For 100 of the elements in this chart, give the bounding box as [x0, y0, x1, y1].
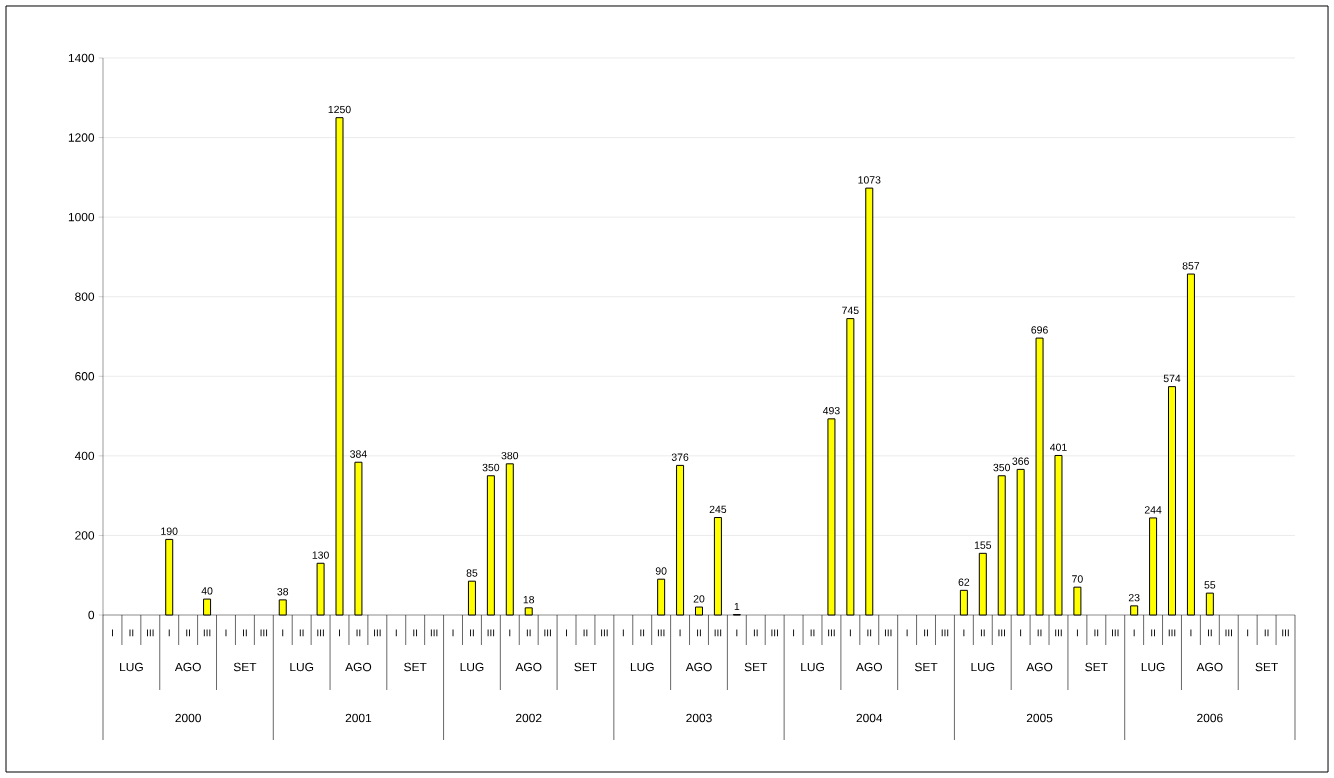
x-tick-label: I [679, 629, 681, 637]
x-tick-label: III [487, 629, 495, 637]
x-tick-label: III [941, 629, 949, 637]
data-label: 350 [993, 463, 1011, 472]
x-tick-label: III [374, 629, 381, 637]
x-tick-label: II [1264, 629, 1269, 637]
data-label: 376 [671, 453, 689, 461]
data-label: 23 [1128, 593, 1140, 602]
data-label: 857 [1182, 262, 1200, 270]
x-tick-label: II [413, 629, 418, 637]
text: LUG [1141, 662, 1165, 672]
data-label: 62 [958, 578, 970, 586]
x-tick-label: III [1168, 629, 1176, 637]
x-tick-label: I [225, 629, 227, 637]
x-tick-label: III [203, 629, 211, 637]
x-tick-label: II [1208, 629, 1212, 637]
text: LUG [630, 662, 654, 672]
x-tick-label: III [601, 629, 608, 637]
text: AGO [1196, 662, 1223, 672]
text: 2000 [175, 713, 201, 723]
text: LUG [120, 662, 143, 672]
y-tick-label: 400 [74, 451, 95, 461]
x-tick-label: I [566, 629, 568, 637]
text: AGO [174, 662, 201, 672]
x-tick-label: I [339, 629, 340, 637]
text: AGO [345, 662, 372, 672]
data-label: 38 [277, 587, 289, 596]
data-label: 190 [161, 527, 178, 535]
x-tick-label: I [736, 629, 738, 637]
x-tick-label: II [526, 629, 531, 637]
text: AGO [1026, 662, 1053, 672]
x-tick-label: I [1076, 629, 1078, 637]
data-label: 366 [1012, 457, 1029, 465]
x-tick-label: I [849, 629, 851, 637]
data-label: 493 [822, 406, 840, 415]
text: LUG [971, 662, 995, 672]
text: 2004 [856, 713, 883, 723]
data-label: 130 [312, 551, 329, 559]
data-label: 350 [482, 463, 500, 472]
data-label: 20 [693, 595, 705, 603]
data-label: 745 [842, 306, 859, 315]
data-label: 384 [350, 450, 367, 458]
x-tick-label: I [112, 629, 113, 637]
data-label: 574 [1163, 374, 1181, 383]
x-tick-label: II [129, 629, 134, 637]
text: 2002 [516, 713, 542, 723]
x-tick-label: I [282, 629, 284, 637]
text: SET [1085, 662, 1108, 672]
data-label: 245 [709, 505, 727, 514]
y-tick-label: 1200 [68, 133, 95, 142]
x-tick-label: II [640, 629, 645, 637]
x-tick-label: III [657, 629, 665, 637]
x-tick-label: I [1247, 629, 1249, 637]
text: SET [914, 662, 938, 672]
text: LUG [290, 662, 314, 672]
data-label: 1073 [858, 176, 881, 184]
text: SET [404, 662, 427, 672]
x-tick-label: II [356, 629, 361, 637]
x-tick-label: III [430, 629, 438, 637]
data-label: 401 [1049, 443, 1067, 451]
x-tick-label: III [884, 629, 892, 637]
x-tick-label: I [1133, 629, 1135, 637]
data-label: 696 [1031, 326, 1048, 334]
y-tick-label: 600 [75, 372, 95, 381]
text: SET [574, 662, 597, 672]
data-label: 18 [523, 595, 535, 604]
data-label: 1 [734, 602, 740, 611]
text: 2001 [345, 713, 372, 723]
x-tick-label: II [243, 629, 247, 637]
text: SET [1255, 662, 1278, 672]
data-label: 70 [1072, 575, 1083, 583]
x-tick-label: II [1094, 629, 1099, 637]
x-tick-label: I [963, 629, 965, 637]
x-tick-label: III [771, 629, 778, 637]
x-tick-label: III [1282, 629, 1289, 637]
data-label: 155 [974, 541, 992, 549]
x-tick-label: II [980, 629, 985, 637]
text: AGO [856, 662, 882, 672]
data-label: 380 [501, 451, 519, 460]
x-tick-label: III [1112, 629, 1119, 637]
x-tick-label: I [395, 629, 397, 637]
y-tick-label: 1000 [68, 212, 95, 222]
text: 2006 [1197, 713, 1223, 723]
data-label: 40 [201, 587, 213, 595]
x-tick-label: II [1151, 629, 1155, 637]
text: LUG [460, 662, 484, 672]
data-label: 85 [466, 569, 478, 577]
x-tick-label: III [260, 629, 268, 637]
x-tick-label: I [452, 629, 454, 637]
text: AGO [515, 662, 542, 672]
x-tick-label: I [906, 629, 908, 637]
x-tick-label: I [1190, 629, 1192, 637]
x-tick-label: II [810, 629, 815, 637]
y-tick-label: 0 [88, 610, 95, 620]
data-label: 244 [1144, 506, 1162, 514]
x-tick-label: III [317, 629, 324, 637]
x-tick-label: II [299, 629, 304, 637]
x-tick-label: I [509, 629, 511, 637]
data-label: 90 [655, 567, 667, 575]
y-tick-label: 1400 [68, 53, 95, 63]
